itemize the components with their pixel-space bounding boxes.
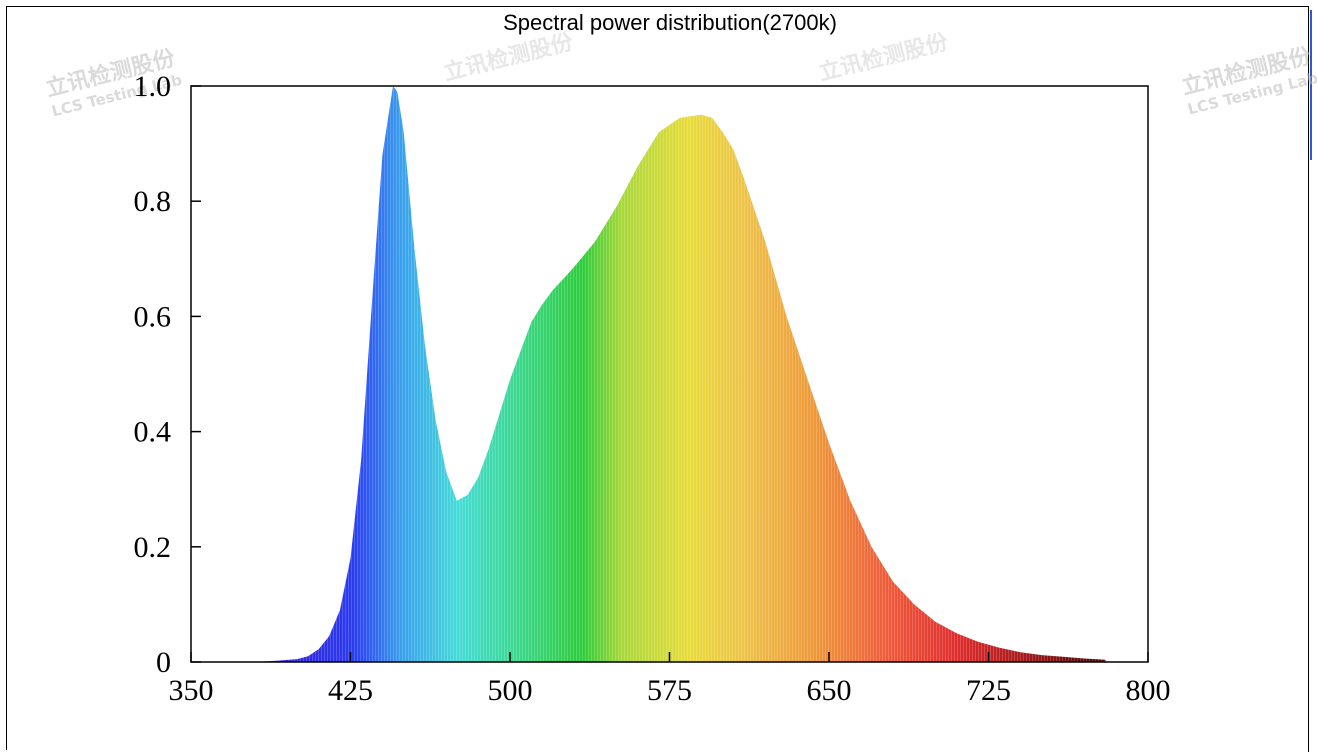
x-tick-label: 725 [966,674,1011,707]
x-tick-label: 800 [1126,674,1171,707]
y-tick-label: 0.8 [134,185,172,218]
spectrum-hatching [254,86,1106,662]
plot-area [254,86,1106,662]
x-tick-label: 575 [647,674,692,707]
y-axis: 0 0.2 0.4 0.6 0.8 1.0 [134,70,201,679]
figure-frame [6,6,1309,750]
y-tick-label: 0 [156,646,171,679]
x-tick-label: 425 [328,674,373,707]
x-tick-label: 650 [807,674,852,707]
x-tick-label: 500 [488,674,533,707]
y-tick-label: 0.2 [134,531,172,564]
y-tick-label: 0.6 [134,300,172,333]
page-edge-line [1308,6,1309,752]
chart-title: Spectral power distribution(2700k) [503,10,837,35]
window-edge-accent [1310,10,1312,160]
x-axis: 350 425 500 575 650 725 800 [169,652,1171,707]
y-tick-label: 1.0 [134,70,172,103]
y-tick-label: 0.4 [134,416,172,449]
x-tick-label: 350 [169,674,214,707]
